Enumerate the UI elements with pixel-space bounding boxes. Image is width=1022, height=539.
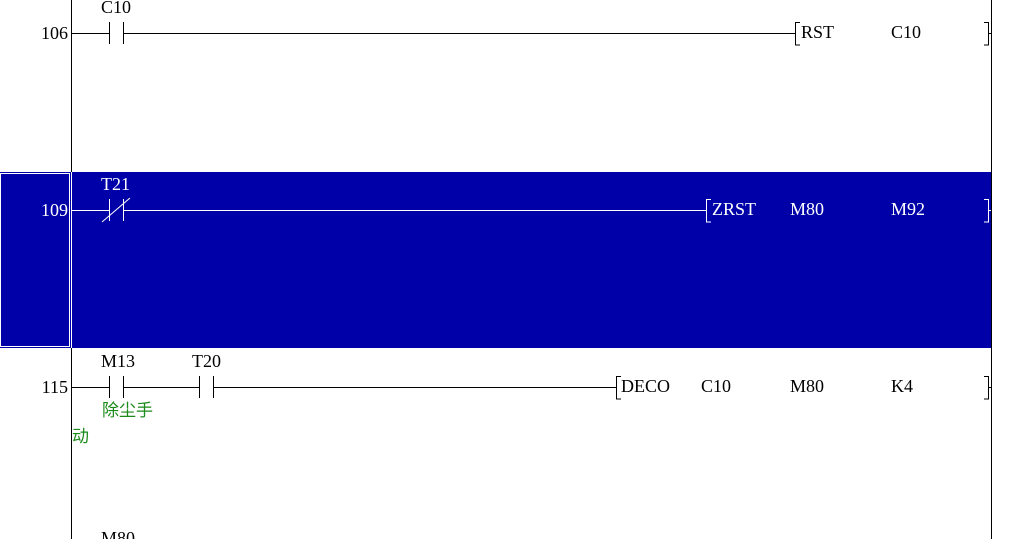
- instruction-block[interactable]: RST C10: [795, 22, 992, 46]
- normally-open-contact-icon[interactable]: [109, 22, 124, 44]
- contact-label: T21: [101, 174, 130, 194]
- device-comment: 除尘手: [102, 401, 153, 421]
- contact-label: M13: [101, 351, 135, 371]
- device-comment: 动: [72, 427, 89, 447]
- instruction-block[interactable]: DECO C10 M80 K4: [616, 376, 992, 400]
- contact-label: T20: [192, 351, 221, 371]
- instruction-block[interactable]: ZRST M80 M92: [706, 199, 992, 223]
- instruction-operand: K4: [891, 376, 913, 396]
- instruction-op: ZRST: [712, 199, 756, 219]
- instruction-op: RST: [801, 22, 834, 42]
- rung-115[interactable]: 115 M13 T20 除尘手 动 DECO C10 M80 K4: [42, 351, 991, 447]
- step-number: 115: [42, 377, 68, 397]
- instruction-operand: C10: [701, 376, 731, 396]
- step-number: 109: [41, 200, 68, 220]
- selected-rung-highlight[interactable]: [0, 172, 991, 348]
- rung-109[interactable]: 109 T21 ZRST M80 M92: [41, 174, 992, 223]
- step-number: 106: [41, 23, 68, 43]
- rung-106[interactable]: 106 C10 RST C10: [41, 0, 992, 46]
- instruction-operand: C10: [891, 22, 921, 42]
- instruction-operand: M92: [891, 199, 925, 219]
- normally-open-contact-icon[interactable]: [199, 376, 214, 398]
- instruction-operand: M80: [790, 199, 824, 219]
- contact-label: M80: [101, 528, 135, 539]
- normally-open-contact-icon[interactable]: [109, 376, 124, 398]
- instruction-op: DECO: [621, 376, 670, 396]
- rung-next[interactable]: M80: [101, 528, 135, 539]
- step-cursor-box: [0, 173, 70, 347]
- instruction-operand: M80: [790, 376, 824, 396]
- contact-label: C10: [101, 0, 131, 17]
